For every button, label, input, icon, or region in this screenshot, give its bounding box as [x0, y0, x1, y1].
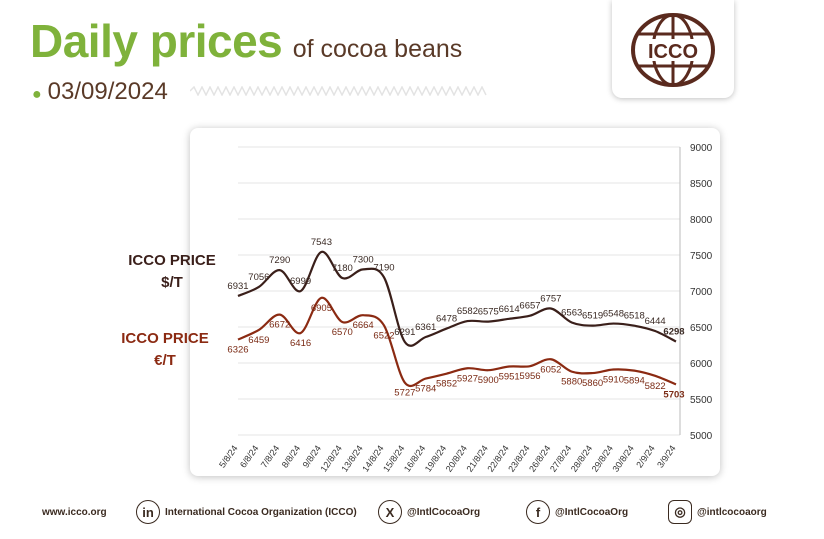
- footer-instagram[interactable]: ◎ @intlcocoaorg: [668, 492, 767, 532]
- footer-linkedin[interactable]: in International Cocoa Organization (ICC…: [136, 492, 357, 532]
- usd-data-label: 6291: [394, 327, 415, 338]
- usd-data-label: 7300: [353, 254, 374, 265]
- eur-data-label: 6416: [290, 338, 311, 349]
- usd-data-label: 6298: [663, 327, 684, 338]
- eur-data-label: 6570: [332, 327, 353, 338]
- usd-data-label: 6657: [519, 301, 540, 312]
- y-tick-label: 7500: [690, 251, 713, 262]
- usd-data-label: 6519: [582, 311, 603, 322]
- usd-data-label: 7180: [332, 263, 353, 274]
- x-tick-label: 2/9/24: [634, 443, 657, 469]
- usd-series-label: ICCO PRICE $/T: [122, 250, 222, 294]
- usd-data-label: 6361: [415, 322, 436, 333]
- facebook-link[interactable]: @IntlCocoaOrg: [555, 506, 629, 518]
- usd-data-label: 6563: [561, 307, 582, 318]
- website-link[interactable]: www.icco.org: [42, 506, 107, 518]
- usd-data-label: 6518: [624, 311, 645, 322]
- usd-data-label: 6999: [290, 276, 311, 287]
- bullet-dot: ●: [32, 86, 42, 103]
- y-tick-label: 5500: [690, 395, 713, 406]
- eur-data-label: 5900: [478, 375, 499, 386]
- usd-data-label: 7056: [248, 272, 269, 283]
- eur-data-label: 6326: [227, 345, 248, 356]
- usd-data-label: 7190: [373, 262, 394, 273]
- eur-data-label: 5880: [561, 377, 582, 388]
- x-tick-label: 8/8/24: [280, 443, 303, 469]
- x-tick-label: 5/8/24: [217, 443, 240, 469]
- facebook-icon: f: [526, 500, 550, 524]
- icco-logo-card: ICCO: [612, 0, 734, 98]
- y-tick-label: 8000: [690, 215, 713, 226]
- instagram-link[interactable]: @intlcocoaorg: [697, 506, 767, 518]
- eur-data-label: 6664: [353, 320, 374, 331]
- y-tick-label: 5000: [690, 431, 713, 442]
- x-link[interactable]: @IntlCocoaOrg: [407, 506, 481, 518]
- eur-data-label: 6522: [373, 330, 394, 341]
- eur-label-line1: ICCO PRICE: [121, 330, 209, 347]
- x-tick-label: 6/8/24: [238, 443, 261, 469]
- eur-data-label: 5860: [582, 378, 603, 389]
- y-tick-label: 9000: [690, 143, 713, 154]
- usd-data-label: 6575: [478, 307, 499, 318]
- title-main: Daily prices: [30, 15, 283, 67]
- linkedin-icon: in: [136, 500, 160, 524]
- instagram-icon: ◎: [668, 500, 692, 524]
- eur-data-label: 6672: [269, 320, 290, 331]
- footer-website[interactable]: www.icco.org: [42, 492, 107, 532]
- eur-data-label: 5703: [663, 389, 684, 400]
- y-tick-label: 6500: [690, 323, 713, 334]
- usd-label-line2: $/T: [161, 274, 183, 291]
- usd-data-label: 6444: [645, 316, 666, 327]
- footer-facebook[interactable]: f @IntlCocoaOrg: [526, 492, 628, 532]
- usd-data-label: 7543: [311, 237, 332, 248]
- eur-data-label: 5894: [624, 376, 645, 387]
- usd-data-label: 7290: [269, 255, 290, 266]
- eur-data-label: 5951: [499, 372, 520, 383]
- eur-data-label: 5784: [415, 384, 436, 395]
- y-tick-label: 7000: [690, 287, 713, 298]
- eur-data-label: 5927: [457, 373, 478, 384]
- usd-label-line1: ICCO PRICE: [128, 252, 216, 269]
- eur-data-label: 6052: [540, 364, 561, 375]
- usd-data-label: 6548: [603, 309, 624, 320]
- eur-data-label: 6905: [311, 303, 332, 314]
- usd-data-label: 6582: [457, 306, 478, 317]
- x-tick-label: 7/8/24: [259, 443, 282, 469]
- eur-data-label: 5910: [603, 374, 624, 385]
- chart-card: [190, 128, 720, 476]
- eur-data-label: 5822: [645, 381, 666, 392]
- zigzag-divider: [190, 86, 487, 96]
- eur-data-label: 5956: [519, 371, 540, 382]
- usd-data-label: 6757: [540, 293, 561, 304]
- usd-data-label: 6614: [499, 304, 520, 315]
- logo-text: ICCO: [648, 41, 698, 63]
- footer-x[interactable]: X @IntlCocoaOrg: [378, 492, 480, 532]
- date-line: ● 03/09/2024: [32, 78, 168, 106]
- linkedin-link[interactable]: International Cocoa Organization (ICCO): [165, 506, 357, 518]
- x-tick-label: 3/9/24: [655, 443, 678, 469]
- eur-data-label: 5727: [394, 388, 415, 399]
- usd-data-label: 6931: [227, 281, 248, 292]
- usd-series-line: [237, 250, 677, 347]
- usd-data-label: 6478: [436, 314, 457, 325]
- icco-globe-logo: ICCO: [631, 13, 715, 87]
- eur-data-label: 6459: [248, 335, 269, 346]
- x-tick-label: 30/8/24: [611, 443, 636, 473]
- date-text: 03/09/2024: [47, 78, 168, 105]
- y-tick-label: 6000: [690, 359, 713, 370]
- x-icon: X: [378, 500, 402, 524]
- eur-series-line: [237, 296, 677, 388]
- eur-series-label: ICCO PRICE €/T: [115, 328, 215, 372]
- eur-label-line2: €/T: [154, 352, 176, 369]
- page-title: Daily prices of cocoa beans: [30, 14, 462, 68]
- eur-data-label: 5852: [436, 379, 457, 390]
- title-sub: of cocoa beans: [292, 35, 463, 63]
- y-tick-label: 8500: [690, 179, 713, 190]
